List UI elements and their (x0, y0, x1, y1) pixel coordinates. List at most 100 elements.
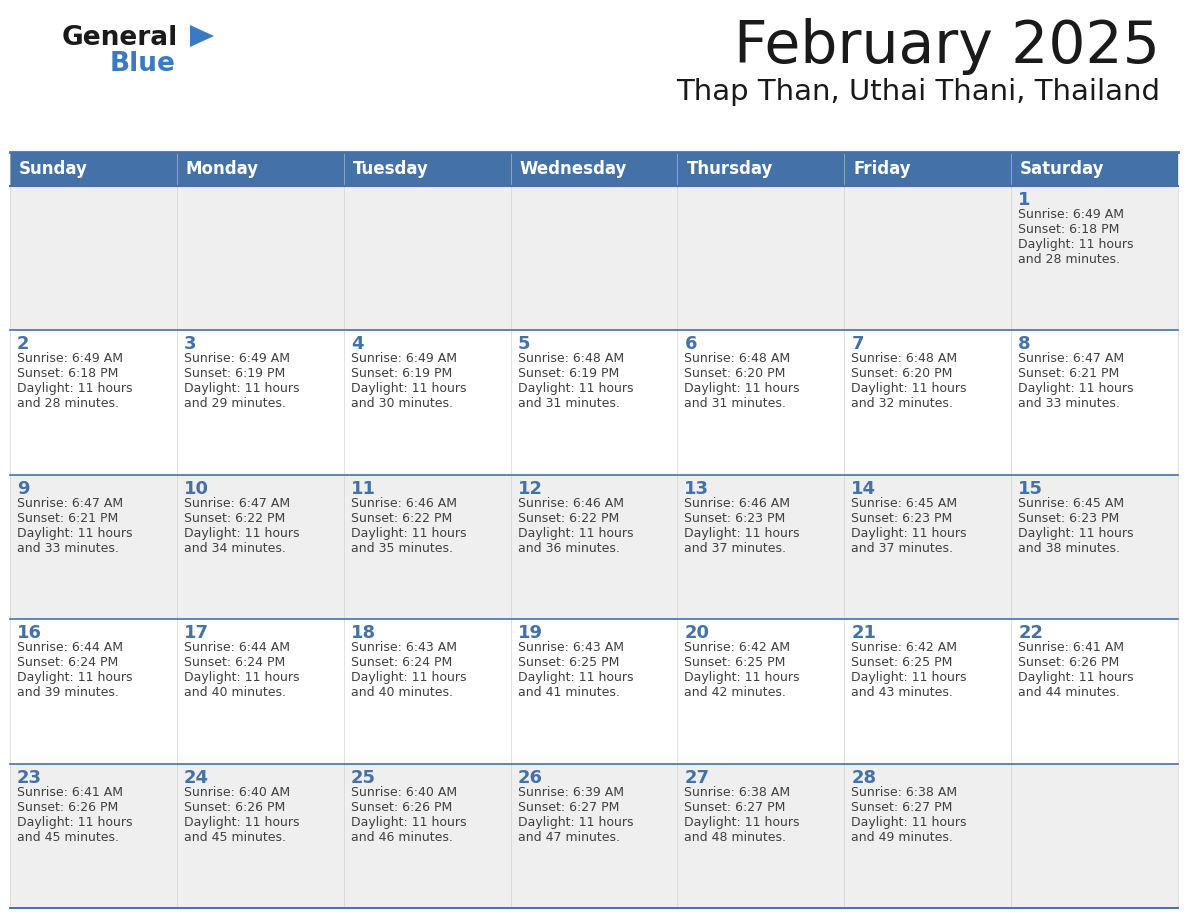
Bar (511, 620, 677, 764)
Bar (1011, 475, 1178, 620)
Text: Wednesday: Wednesday (519, 160, 627, 178)
Text: and 41 minutes.: and 41 minutes. (518, 686, 619, 700)
Text: Sunset: 6:22 PM: Sunset: 6:22 PM (184, 512, 285, 525)
Text: and 33 minutes.: and 33 minutes. (17, 542, 119, 554)
Text: Daylight: 11 hours: Daylight: 11 hours (852, 527, 967, 540)
Text: Sunrise: 6:47 AM: Sunrise: 6:47 AM (1018, 353, 1124, 365)
Text: Daylight: 11 hours: Daylight: 11 hours (1018, 238, 1133, 251)
Text: Daylight: 11 hours: Daylight: 11 hours (184, 527, 299, 540)
Text: Sunset: 6:27 PM: Sunset: 6:27 PM (518, 800, 619, 813)
Bar (677, 764, 845, 908)
Text: 21: 21 (852, 624, 877, 643)
Text: 9: 9 (17, 480, 30, 498)
Text: Sunset: 6:19 PM: Sunset: 6:19 PM (350, 367, 451, 380)
Text: Sunrise: 6:38 AM: Sunrise: 6:38 AM (852, 786, 958, 799)
Text: 3: 3 (184, 335, 196, 353)
Text: and 49 minutes.: and 49 minutes. (852, 831, 953, 844)
Text: 11: 11 (350, 480, 375, 498)
Text: 22: 22 (1018, 624, 1043, 643)
Bar (845, 620, 1011, 764)
Text: and 37 minutes.: and 37 minutes. (684, 542, 786, 554)
Text: and 40 minutes.: and 40 minutes. (184, 686, 286, 700)
Text: 17: 17 (184, 624, 209, 643)
Bar (845, 475, 1011, 620)
Text: Sunset: 6:26 PM: Sunset: 6:26 PM (1018, 656, 1119, 669)
Text: Sunset: 6:24 PM: Sunset: 6:24 PM (17, 656, 119, 669)
Text: and 33 minutes.: and 33 minutes. (1018, 397, 1120, 410)
Text: Daylight: 11 hours: Daylight: 11 hours (17, 527, 133, 540)
Text: 19: 19 (518, 624, 543, 643)
Text: and 35 minutes.: and 35 minutes. (350, 542, 453, 554)
Text: Sunrise: 6:40 AM: Sunrise: 6:40 AM (350, 786, 457, 799)
Text: and 43 minutes.: and 43 minutes. (852, 686, 953, 700)
Text: Sunrise: 6:41 AM: Sunrise: 6:41 AM (1018, 641, 1124, 655)
Text: and 40 minutes.: and 40 minutes. (350, 686, 453, 700)
Text: Sunrise: 6:39 AM: Sunrise: 6:39 AM (518, 786, 624, 799)
Text: Sunset: 6:25 PM: Sunset: 6:25 PM (852, 656, 953, 669)
Text: 27: 27 (684, 768, 709, 787)
Text: Sunset: 6:26 PM: Sunset: 6:26 PM (17, 800, 119, 813)
Bar (10, 475, 177, 620)
Text: and 37 minutes.: and 37 minutes. (852, 542, 953, 554)
Bar (677, 186, 845, 330)
Text: Sunrise: 6:49 AM: Sunrise: 6:49 AM (350, 353, 456, 365)
Bar (177, 152, 343, 186)
Text: Sunset: 6:27 PM: Sunset: 6:27 PM (684, 800, 785, 813)
Bar (10, 620, 177, 764)
Text: and 32 minutes.: and 32 minutes. (852, 397, 953, 410)
Bar (677, 330, 845, 475)
Bar (677, 620, 845, 764)
Bar (677, 152, 845, 186)
Text: 18: 18 (350, 624, 375, 643)
Text: 5: 5 (518, 335, 530, 353)
Bar (10, 764, 177, 908)
Bar (1011, 764, 1178, 908)
Text: and 48 minutes.: and 48 minutes. (684, 831, 786, 844)
Bar (845, 186, 1011, 330)
Text: and 39 minutes.: and 39 minutes. (17, 686, 119, 700)
Text: Sunset: 6:23 PM: Sunset: 6:23 PM (1018, 512, 1119, 525)
Bar (511, 475, 677, 620)
Text: 14: 14 (852, 480, 877, 498)
Text: Sunset: 6:21 PM: Sunset: 6:21 PM (1018, 367, 1119, 380)
Text: Sunrise: 6:40 AM: Sunrise: 6:40 AM (184, 786, 290, 799)
Text: 26: 26 (518, 768, 543, 787)
Text: Sunrise: 6:46 AM: Sunrise: 6:46 AM (350, 497, 456, 509)
Text: and 28 minutes.: and 28 minutes. (1018, 253, 1120, 266)
Text: and 44 minutes.: and 44 minutes. (1018, 686, 1120, 700)
Text: Daylight: 11 hours: Daylight: 11 hours (350, 527, 466, 540)
Bar (511, 152, 677, 186)
Text: and 31 minutes.: and 31 minutes. (684, 397, 786, 410)
Text: Daylight: 11 hours: Daylight: 11 hours (684, 671, 800, 684)
Text: Sunset: 6:24 PM: Sunset: 6:24 PM (184, 656, 285, 669)
Text: Daylight: 11 hours: Daylight: 11 hours (184, 671, 299, 684)
Bar (343, 186, 511, 330)
Bar (1011, 620, 1178, 764)
Text: Daylight: 11 hours: Daylight: 11 hours (17, 815, 133, 829)
Text: Daylight: 11 hours: Daylight: 11 hours (684, 815, 800, 829)
Text: 20: 20 (684, 624, 709, 643)
Text: Tuesday: Tuesday (353, 160, 429, 178)
Text: 6: 6 (684, 335, 697, 353)
Text: Sunset: 6:22 PM: Sunset: 6:22 PM (518, 512, 619, 525)
Bar (343, 475, 511, 620)
Text: Sunrise: 6:49 AM: Sunrise: 6:49 AM (17, 353, 124, 365)
Text: February 2025: February 2025 (734, 18, 1159, 75)
Text: Blue: Blue (110, 51, 176, 77)
Text: Sunset: 6:19 PM: Sunset: 6:19 PM (184, 367, 285, 380)
Text: Sunset: 6:25 PM: Sunset: 6:25 PM (684, 656, 785, 669)
Text: 24: 24 (184, 768, 209, 787)
Text: Daylight: 11 hours: Daylight: 11 hours (852, 815, 967, 829)
Text: Sunset: 6:19 PM: Sunset: 6:19 PM (518, 367, 619, 380)
Text: Daylight: 11 hours: Daylight: 11 hours (1018, 671, 1133, 684)
Bar (10, 330, 177, 475)
Text: and 34 minutes.: and 34 minutes. (184, 542, 286, 554)
Text: Sunrise: 6:42 AM: Sunrise: 6:42 AM (684, 641, 790, 655)
Text: 4: 4 (350, 335, 364, 353)
Bar (511, 764, 677, 908)
Text: Sunset: 6:22 PM: Sunset: 6:22 PM (350, 512, 451, 525)
Polygon shape (190, 25, 214, 47)
Bar (177, 330, 343, 475)
Text: and 31 minutes.: and 31 minutes. (518, 397, 619, 410)
Text: Sunset: 6:20 PM: Sunset: 6:20 PM (684, 367, 785, 380)
